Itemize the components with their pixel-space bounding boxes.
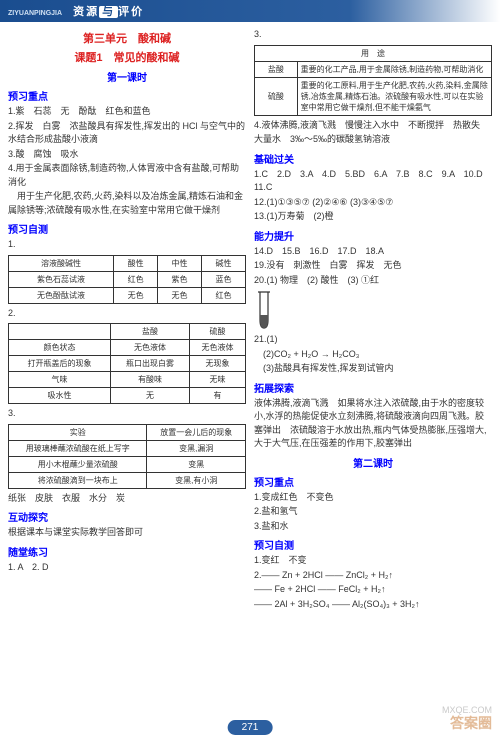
l-p2: 2.挥发 白雾 浓盐酸具有挥发性,挥发出的 HCl 与空气中的水结合形成盐酸小液… xyxy=(8,120,246,147)
header-yu: 与 xyxy=(99,6,118,18)
sec-yx: 预习重点 xyxy=(8,88,246,103)
sec-hd: 互动探究 xyxy=(8,509,246,524)
table-3: 实验放置一会儿后的现象 用玻璃棒蘸浓硫酸在纸上写字变黑,漏洞 用小木棍蘸少量浓硫… xyxy=(8,424,246,489)
l2-p1: 1.变成红色 不变色 xyxy=(254,491,492,505)
sec-jg: 基础过关 xyxy=(254,151,492,166)
r-n3: 3. xyxy=(254,28,492,42)
right-column: 3. 用 途 盐酸重要的化工产品,用于金属除锈,制造药物,可帮助消化 硫酸重要的… xyxy=(254,27,492,612)
r-nl: 14.D 15.B 16.D 17.D 18.A xyxy=(254,245,492,259)
t3-num: 3. xyxy=(8,407,246,421)
r-tz: 液体沸腾,液滴飞溅 如果将水注入浓硫酸,由于水的密度较小,水浮的热能促使水立刻沸… xyxy=(254,397,492,451)
lesson1-title: 第一课时 xyxy=(8,69,246,84)
l-p3: 3.酸 腐蚀 吸水 xyxy=(8,148,246,162)
unit-title: 第三单元 酸和碱 xyxy=(8,30,246,46)
l-p8: 1. A 2. D xyxy=(8,561,246,575)
table-2: 盐酸硫酸 颜色状态无色液体无色液体 打开瓶盖后的现象瓶口出现白雾无现象 气味有酸… xyxy=(8,323,246,404)
l-p7: 根据课本与课堂实际教学回答即可 xyxy=(8,526,246,540)
table-4: 用 途 盐酸重要的化工产品,用于金属除锈,制造药物,可帮助消化 硫酸重要的化工原… xyxy=(254,45,492,116)
topic-title: 课题1 常见的酸和碱 xyxy=(8,49,246,65)
l-p4: 4.用于金属表面除锈,制造药物,人体胃液中含有盐酸,可帮助消化 xyxy=(8,162,246,189)
watermark-text: 答案圈 xyxy=(450,713,492,733)
r-p7: 21.(1) xyxy=(254,333,492,347)
header-t1: 资源 xyxy=(73,6,99,18)
r-p6: 20.(1) 物理 (2) 酸性 (3) ①红 xyxy=(254,274,492,288)
l2-p2: 2.盐和氢气 xyxy=(254,505,492,519)
sec-yx2: 预习重点 xyxy=(254,474,492,489)
sec-nl: 能力提升 xyxy=(254,228,492,243)
t1-num: 1. xyxy=(8,238,246,252)
r-p8: (2)CO₂ + H₂O → H₂CO₃ xyxy=(254,348,492,362)
lesson2-title: 第二课时 xyxy=(254,455,492,470)
sec-st: 随堂练习 xyxy=(8,544,246,559)
l2-p4: 1.变红 不变 xyxy=(254,554,492,568)
r-p3: 12.(1)①③⑤⑦ (2)②④⑥ (3)③④⑤⑦ xyxy=(254,196,492,210)
r-jg: 1.C 2.D 3.A 4.D 5.BD 6.A 7.B 8.C 9.A 10.… xyxy=(254,168,492,195)
r-p5: 19.没有 刺激性 白雾 挥发 无色 xyxy=(254,259,492,273)
eq1: 2.—— Zn + 2HCl —— ZnCl₂ + H₂↑ xyxy=(254,569,492,583)
l-p6: 纸张 皮肤 衣服 水分 炭 xyxy=(8,492,246,506)
sec-yz2: 预习自测 xyxy=(254,537,492,552)
header-pinyin: ZIYUANPINGJIA xyxy=(8,10,62,17)
t2-num: 2. xyxy=(8,307,246,321)
table-1: 溶液酸碱性酸性中性碱性 紫色石蕊试液红色紫色蓝色 无色酚酞试液无色无色红色 xyxy=(8,255,246,304)
header-t2: 评价 xyxy=(118,6,144,18)
r-p1: 4.液体沸腾,液滴飞溅 慢慢注入水中 不断搅拌 热散失 xyxy=(254,119,492,133)
test-tube-icon xyxy=(254,290,274,330)
left-column: 第三单元 酸和碱 课题1 常见的酸和碱 第一课时 预习重点 1.紫 石蕊 无 酚… xyxy=(8,27,246,612)
l-p5: 用于生产化肥,农药,火药,染料以及冶炼金属,精炼石油和金属除锈等;浓硫酸有吸水性… xyxy=(8,190,246,217)
page-header: ZIYUANPINGJIA 资源与评价 xyxy=(0,0,500,22)
eq2: —— Fe + 2HCl —— FeCl₂ + H₂↑ xyxy=(254,583,492,597)
l-p1: 1.紫 石蕊 无 酚酞 红色和蓝色 xyxy=(8,105,246,119)
content-columns: 第三单元 酸和碱 课题1 常见的酸和碱 第一课时 预习重点 1.紫 石蕊 无 酚… xyxy=(0,22,500,612)
page-number: 271 xyxy=(228,720,273,735)
l2-p3: 3.盐和水 xyxy=(254,520,492,534)
eq3: —— 2Al + 3H₂SO₄ —— Al₂(SO₄)₃ + 3H₂↑ xyxy=(254,598,492,612)
r-p2: 大量水 3‰～5‰的碳酸氢钠溶液 xyxy=(254,133,492,147)
sec-tz: 拓展探索 xyxy=(254,380,492,395)
sec-yz: 预习自测 xyxy=(8,221,246,236)
r-p4: 13.(1)万寿菊 (2)橙 xyxy=(254,210,492,224)
r-p9: (3)盐酸具有挥发性,挥发到试管内 xyxy=(254,362,492,376)
